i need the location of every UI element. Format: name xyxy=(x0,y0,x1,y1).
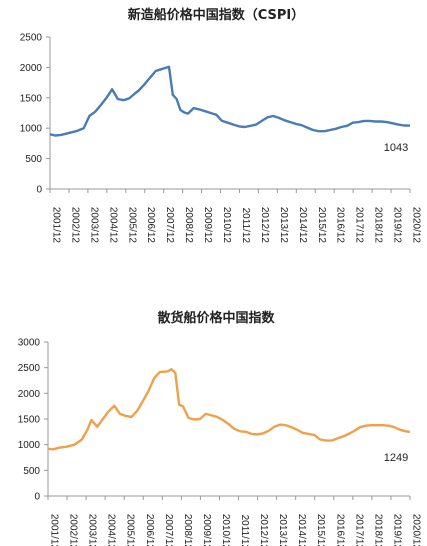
x-tick-label: 2015/12 xyxy=(315,514,326,546)
x-tick-label: 2017/12 xyxy=(353,514,364,546)
y-tick-label: 2000 xyxy=(20,63,43,74)
x-tick-label: 2019/12 xyxy=(391,514,402,546)
x-tick-label: 2007/12 xyxy=(163,514,174,546)
x-tick-label: 2010/12 xyxy=(221,207,232,244)
x-tick-label: 2010/12 xyxy=(220,514,231,546)
x-tick-label: 2015/12 xyxy=(316,207,327,244)
y-tick-label: 0 xyxy=(34,492,40,503)
x-tick-label: 2020/12 xyxy=(411,514,422,546)
x-axis: 2001/12 2002/12 2003/12 2004/12 2005/12 2006/… xyxy=(49,188,422,244)
x-tick-label: 2009/12 xyxy=(201,514,212,546)
x-tick-label: 2018/12 xyxy=(372,514,383,546)
x-tick-label: 2012/12 xyxy=(259,207,270,244)
series-line xyxy=(49,65,411,137)
x-tick-label: 2008/12 xyxy=(183,207,194,244)
end-value-label: 1043 xyxy=(384,142,408,154)
x-tick-label: 2004/12 xyxy=(106,514,117,546)
x-tick-label: 2011/12 xyxy=(240,208,251,244)
y-axis: 0 500 1000 1500 2000 2500 xyxy=(20,33,51,196)
x-tick-label: 2012/12 xyxy=(258,514,269,546)
x-tick-label: 2006/12 xyxy=(144,514,155,546)
y-tick-label: 1000 xyxy=(18,440,41,451)
x-tick-label: 2011/12 xyxy=(239,515,250,546)
x-tick-label: 2018/12 xyxy=(373,207,384,244)
chart-bulk: 散货船价格中国指数 0 500 1000 1500 2000 2500 3000 2001/… xyxy=(18,310,422,546)
x-tick-label: 2014/12 xyxy=(297,207,308,244)
y-tick-label: 1500 xyxy=(20,93,43,104)
x-tick-label: 2002/12 xyxy=(68,514,79,546)
x-tick-label: 2016/12 xyxy=(334,514,345,546)
x-tick-label: 2005/12 xyxy=(126,207,137,244)
y-tick-label: 1000 xyxy=(20,124,43,135)
y-tick-label: 2500 xyxy=(18,363,41,374)
chart-title: 散货船价格中国指数 xyxy=(157,310,275,326)
y-tick-label: 500 xyxy=(23,466,40,477)
x-tick-label: 2009/12 xyxy=(202,207,213,244)
y-tick-label: 2000 xyxy=(18,389,41,400)
x-tick-label: 2002/12 xyxy=(69,207,80,244)
x-tick-label: 2013/12 xyxy=(277,514,288,546)
y-tick-label: 0 xyxy=(36,185,42,196)
x-tick-label: 2016/12 xyxy=(335,207,346,244)
x-tick-label: 2020/12 xyxy=(411,207,422,244)
x-tick-label: 2005/12 xyxy=(125,514,136,546)
x-tick-label: 2003/12 xyxy=(88,207,99,244)
y-axis: 0 500 1000 1500 2000 2500 3000 xyxy=(18,338,49,503)
x-tick-label: 2004/12 xyxy=(107,207,118,244)
y-tick-label: 1500 xyxy=(18,415,41,426)
x-tick-label: 2017/12 xyxy=(354,207,365,244)
x-tick-label: 2003/12 xyxy=(87,514,98,546)
x-tick-label: 2014/12 xyxy=(296,514,307,546)
x-tick-label: 2001/12 xyxy=(49,514,60,546)
y-tick-label: 3000 xyxy=(18,338,41,349)
chart-cspi: 新造船价格中国指数（CSPI） 0 500 1000 1500 2000 2500 200… xyxy=(20,7,422,243)
y-tick-label: 2500 xyxy=(20,33,43,44)
x-axis: 2001/12 2002/12 2003/12 2004/12 2005/12 2006/… xyxy=(47,495,422,546)
series-line xyxy=(47,368,411,451)
y-tick-label: 500 xyxy=(25,154,42,165)
x-tick-label: 2019/12 xyxy=(392,207,403,244)
x-tick-label: 2006/12 xyxy=(145,207,156,244)
x-tick-label: 2007/12 xyxy=(164,207,175,244)
end-value-label: 1249 xyxy=(384,452,408,464)
x-tick-label: 2001/12 xyxy=(51,207,62,244)
chart-title: 新造船价格中国指数（CSPI） xyxy=(128,7,305,23)
x-tick-label: 2013/12 xyxy=(278,207,289,244)
x-tick-label: 2008/12 xyxy=(182,514,193,546)
